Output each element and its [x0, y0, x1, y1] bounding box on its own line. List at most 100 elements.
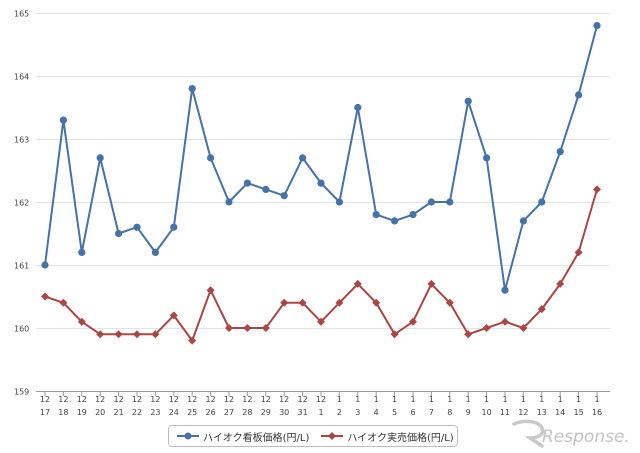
grid-lines: [36, 13, 610, 392]
x-tick-label-day: 25: [187, 408, 197, 417]
x-tick-label-month: 12: [169, 395, 179, 404]
x-tick-label-month: 12: [298, 395, 308, 404]
data-point-series-2: [335, 298, 344, 307]
legend-item-series-1[interactable]: ハイオク看板価格(円/L): [177, 429, 309, 444]
x-tick-label-month: 1: [484, 395, 489, 404]
x-tick-label-month: 12: [150, 395, 160, 404]
data-point-series-2: [537, 305, 546, 314]
x-tick-label-month: 12: [224, 395, 234, 404]
x-tick-label-day: 29: [261, 408, 271, 417]
legend-item-series-2[interactable]: ハイオク実売価格(円/L): [321, 429, 454, 444]
data-point-series-2: [317, 317, 325, 326]
data-point-series-2: [298, 298, 307, 307]
data-point-series-1: [556, 148, 564, 156]
x-tick-label-month: 12: [261, 395, 271, 404]
x-tick-label-day: 5: [392, 408, 397, 417]
data-point-series-2: [353, 279, 362, 288]
x-axis: 1217121812191220122112221223122412251226…: [40, 391, 602, 417]
data-point-series-2: [114, 330, 123, 339]
x-tick-label-day: 24: [169, 408, 179, 417]
y-tick-label: 160: [14, 325, 29, 334]
data-point-series-2: [225, 324, 233, 332]
x-tick-label-day: 17: [40, 408, 50, 417]
y-tick-label: 163: [14, 136, 29, 145]
data-point-series-1: [188, 85, 196, 93]
data-point-series-2: [482, 324, 491, 332]
data-point-series-2: [261, 324, 270, 332]
data-point-series-1: [207, 154, 215, 162]
x-tick-label-day: 11: [500, 408, 510, 417]
y-tick-label: 165: [14, 10, 29, 19]
x-tick-label-month: 12: [132, 395, 142, 404]
y-axis: 159 160 161 162 163 164 165: [14, 10, 29, 397]
response-logo: Response.: [512, 418, 632, 448]
data-point-series-1: [280, 192, 288, 200]
x-tick-label-day: 1: [318, 408, 323, 417]
data-point-series-1: [335, 198, 343, 206]
data-point-series-1: [151, 248, 159, 256]
data-point-series-1: [372, 211, 380, 219]
data-point-series-1: [483, 154, 491, 162]
data-point-series-2: [188, 336, 197, 345]
x-tick-label-month: 12: [77, 395, 87, 404]
data-point-series-1: [96, 154, 104, 162]
data-point-series-1: [427, 198, 435, 206]
x-tick-label-day: 12: [518, 408, 528, 417]
x-tick-label-month: 1: [447, 395, 452, 404]
data-point-series-1: [593, 22, 601, 30]
x-tick-label-day: 28: [242, 408, 252, 417]
x-tick-label-month: 12: [114, 395, 124, 404]
data-point-series-1: [133, 223, 141, 231]
data-point-series-2: [133, 330, 141, 339]
data-point-series-2: [280, 298, 289, 307]
x-tick-label-day: 20: [95, 408, 105, 417]
data-point-series-1: [538, 198, 546, 206]
series-line-1: [44, 25, 598, 292]
x-tick-label-month: 12: [40, 395, 50, 404]
x-tick-label-month: 1: [502, 395, 507, 404]
data-point-series-2: [464, 330, 473, 339]
data-point-series-1: [262, 185, 270, 193]
x-tick-label-month: 12: [316, 395, 326, 404]
x-tick-label-day: 10: [482, 408, 492, 417]
legend-label-series-1: ハイオク看板価格(円/L): [203, 432, 310, 444]
data-point-series-1: [464, 97, 472, 105]
x-tick-label-month: 12: [187, 395, 197, 404]
data-point-series-1: [519, 217, 528, 225]
data-point-series-2: [574, 248, 583, 257]
x-tick-label-month: 12: [58, 395, 68, 404]
data-point-series-2: [501, 317, 509, 326]
data-point-series-2: [169, 311, 178, 320]
x-tick-label-month: 12: [279, 395, 289, 404]
legend-label-series-2: ハイオク実売価格(円/L): [347, 432, 454, 444]
data-point-series-1: [243, 179, 251, 187]
legend: ハイオク看板価格(円/L) ハイオク実売価格(円/L): [168, 425, 458, 447]
x-tick-label-month: 1: [521, 395, 526, 404]
data-point-series-2: [445, 298, 454, 307]
data-point-series-2: [409, 317, 417, 326]
legend-line-circle-icon: [177, 432, 199, 440]
data-point-series-2: [77, 317, 86, 326]
x-tick-label-month: 12: [206, 395, 216, 404]
x-tick-label-month: 1: [466, 395, 471, 404]
series-layer: [41, 22, 601, 345]
data-point-series-1: [354, 103, 362, 112]
watermark-text: Response.: [542, 427, 630, 447]
data-point-series-1: [59, 116, 67, 124]
x-tick-label-day: 22: [132, 408, 142, 417]
x-tick-label-day: 13: [537, 408, 547, 417]
data-point-series-2: [593, 185, 601, 194]
data-point-series-2: [519, 324, 528, 332]
data-point-series-2: [59, 298, 68, 307]
x-tick-label-day: 23: [150, 408, 160, 417]
x-tick-label-month: 1: [337, 395, 342, 404]
data-point-series-2: [427, 279, 436, 288]
x-tick-label-day: 15: [574, 408, 584, 417]
data-point-series-2: [41, 292, 49, 301]
data-point-series-2: [390, 330, 399, 339]
x-tick-label-month: 1: [392, 395, 397, 404]
x-tick-label-day: 8: [447, 408, 452, 417]
data-point-series-1: [391, 217, 399, 225]
x-tick-label-month: 1: [355, 395, 360, 404]
